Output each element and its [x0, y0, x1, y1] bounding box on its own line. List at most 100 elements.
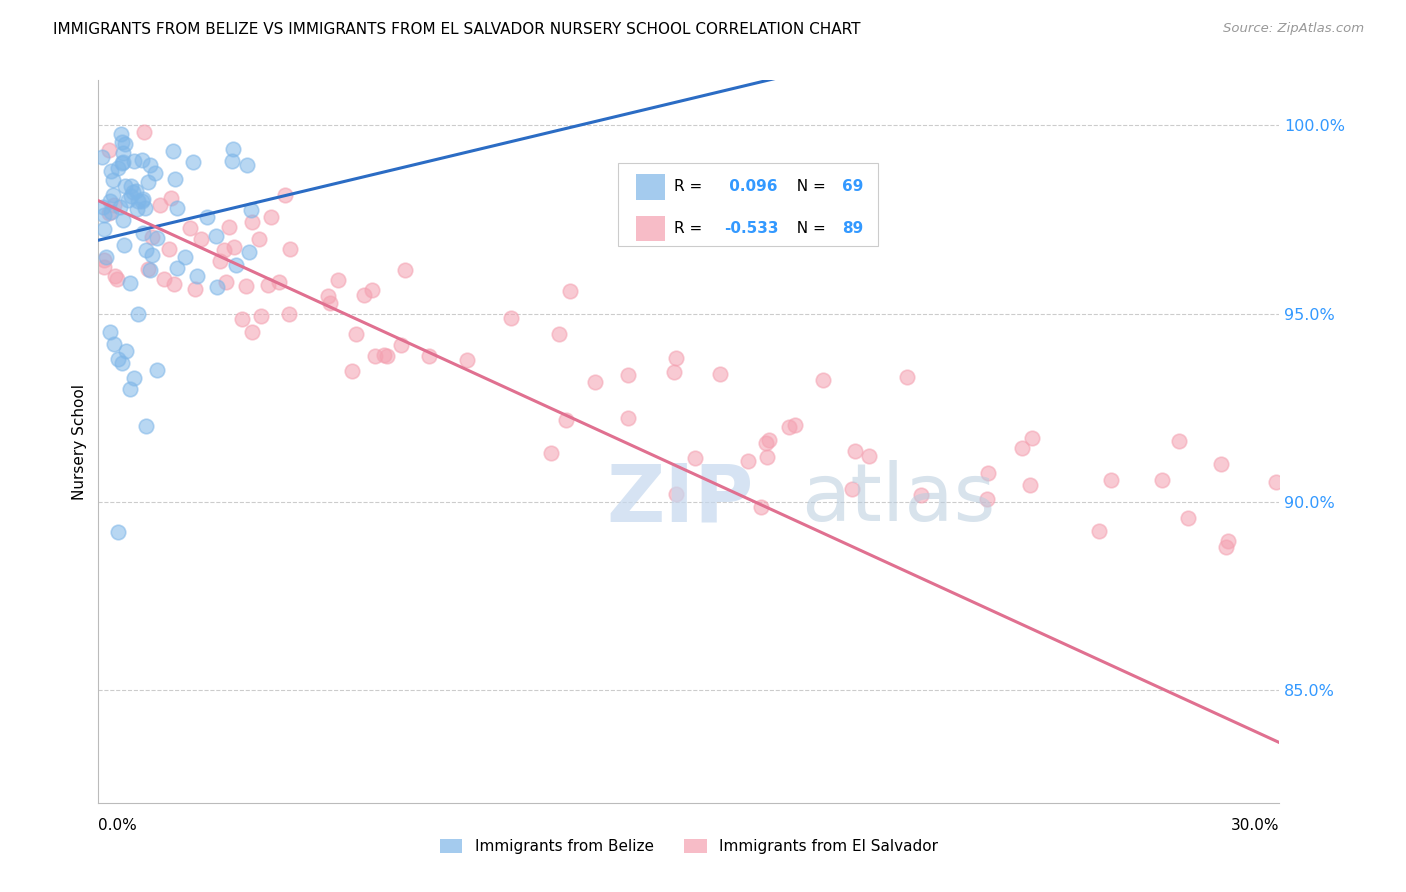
Point	[221, 154, 243, 169]
Point	[120, 189, 142, 203]
Point	[269, 275, 291, 289]
Point	[149, 198, 172, 212]
Point	[127, 194, 149, 209]
Point	[103, 188, 125, 202]
Point	[910, 488, 932, 502]
Point	[277, 307, 299, 321]
Point	[107, 161, 129, 175]
Point	[683, 450, 706, 465]
Point	[418, 349, 440, 363]
Point	[250, 309, 273, 323]
Point	[111, 212, 134, 227]
Point	[328, 273, 350, 287]
Point	[394, 263, 416, 277]
Point	[110, 128, 132, 142]
Point	[111, 135, 134, 149]
Point	[195, 210, 218, 224]
Point	[117, 193, 139, 207]
Point	[363, 349, 385, 363]
Point	[709, 367, 731, 381]
Point	[236, 158, 259, 172]
Point	[664, 365, 686, 379]
Point	[1209, 457, 1232, 471]
Point	[756, 450, 779, 464]
Point	[98, 143, 121, 157]
Point	[1019, 478, 1042, 492]
Point	[238, 245, 260, 260]
Point	[134, 125, 156, 139]
Point	[97, 206, 120, 220]
Point	[134, 201, 156, 215]
Point	[141, 248, 163, 262]
Text: IMMIGRANTS FROM BELIZE VS IMMIGRANTS FROM EL SALVADOR NURSERY SCHOOL CORRELATION: IMMIGRANTS FROM BELIZE VS IMMIGRANTS FRO…	[53, 22, 860, 37]
FancyBboxPatch shape	[636, 174, 665, 200]
Point	[1218, 533, 1240, 548]
Point	[136, 262, 159, 277]
Point	[1265, 475, 1288, 490]
Point	[120, 179, 142, 194]
Point	[190, 232, 212, 246]
Point	[1167, 434, 1189, 448]
Point	[260, 211, 283, 225]
Point	[110, 200, 132, 214]
Point	[1215, 540, 1237, 554]
Point	[221, 142, 243, 156]
Point	[146, 231, 169, 245]
Point	[783, 417, 806, 432]
Point	[1177, 510, 1199, 524]
Point	[555, 412, 578, 426]
Point	[583, 375, 606, 389]
Point	[977, 467, 1000, 481]
Point	[558, 284, 581, 298]
Point	[93, 253, 115, 268]
Point	[100, 164, 122, 178]
Point	[98, 194, 121, 209]
Point	[858, 449, 880, 463]
Point	[146, 363, 169, 377]
Text: 89: 89	[842, 220, 863, 235]
Point	[456, 352, 478, 367]
Point	[104, 269, 127, 284]
Point	[215, 275, 238, 289]
Point	[184, 282, 207, 296]
Point	[131, 226, 153, 240]
Point	[373, 348, 395, 362]
Point	[841, 482, 863, 496]
Point	[105, 272, 128, 286]
Point	[118, 382, 141, 396]
Point	[131, 194, 153, 208]
Point	[112, 155, 135, 169]
Point	[163, 172, 186, 186]
Point	[1150, 473, 1173, 487]
Point	[101, 172, 124, 186]
Point	[98, 326, 121, 340]
Point	[166, 261, 188, 276]
Point	[844, 444, 866, 458]
Point	[114, 179, 136, 194]
Point	[665, 487, 688, 501]
Point	[353, 288, 375, 302]
Point	[122, 186, 145, 200]
Text: ZIP: ZIP	[606, 460, 754, 539]
Point	[93, 260, 115, 274]
Point	[547, 327, 569, 342]
Point	[389, 338, 412, 352]
Text: Source: ZipAtlas.com: Source: ZipAtlas.com	[1223, 22, 1364, 36]
Point	[344, 327, 367, 342]
Point	[242, 215, 264, 229]
Point	[135, 243, 157, 257]
Point	[125, 184, 148, 198]
Point	[132, 193, 155, 207]
Point	[1021, 431, 1043, 445]
Point	[174, 250, 197, 264]
Point	[112, 146, 135, 161]
Point	[375, 349, 398, 363]
Text: -0.533: -0.533	[724, 220, 779, 235]
Legend: Immigrants from Belize, Immigrants from El Salvador: Immigrants from Belize, Immigrants from …	[433, 833, 945, 860]
Point	[124, 154, 146, 169]
Point	[139, 263, 162, 277]
Point	[90, 150, 112, 164]
Point	[96, 250, 118, 264]
Point	[247, 232, 270, 246]
Point	[737, 453, 759, 467]
